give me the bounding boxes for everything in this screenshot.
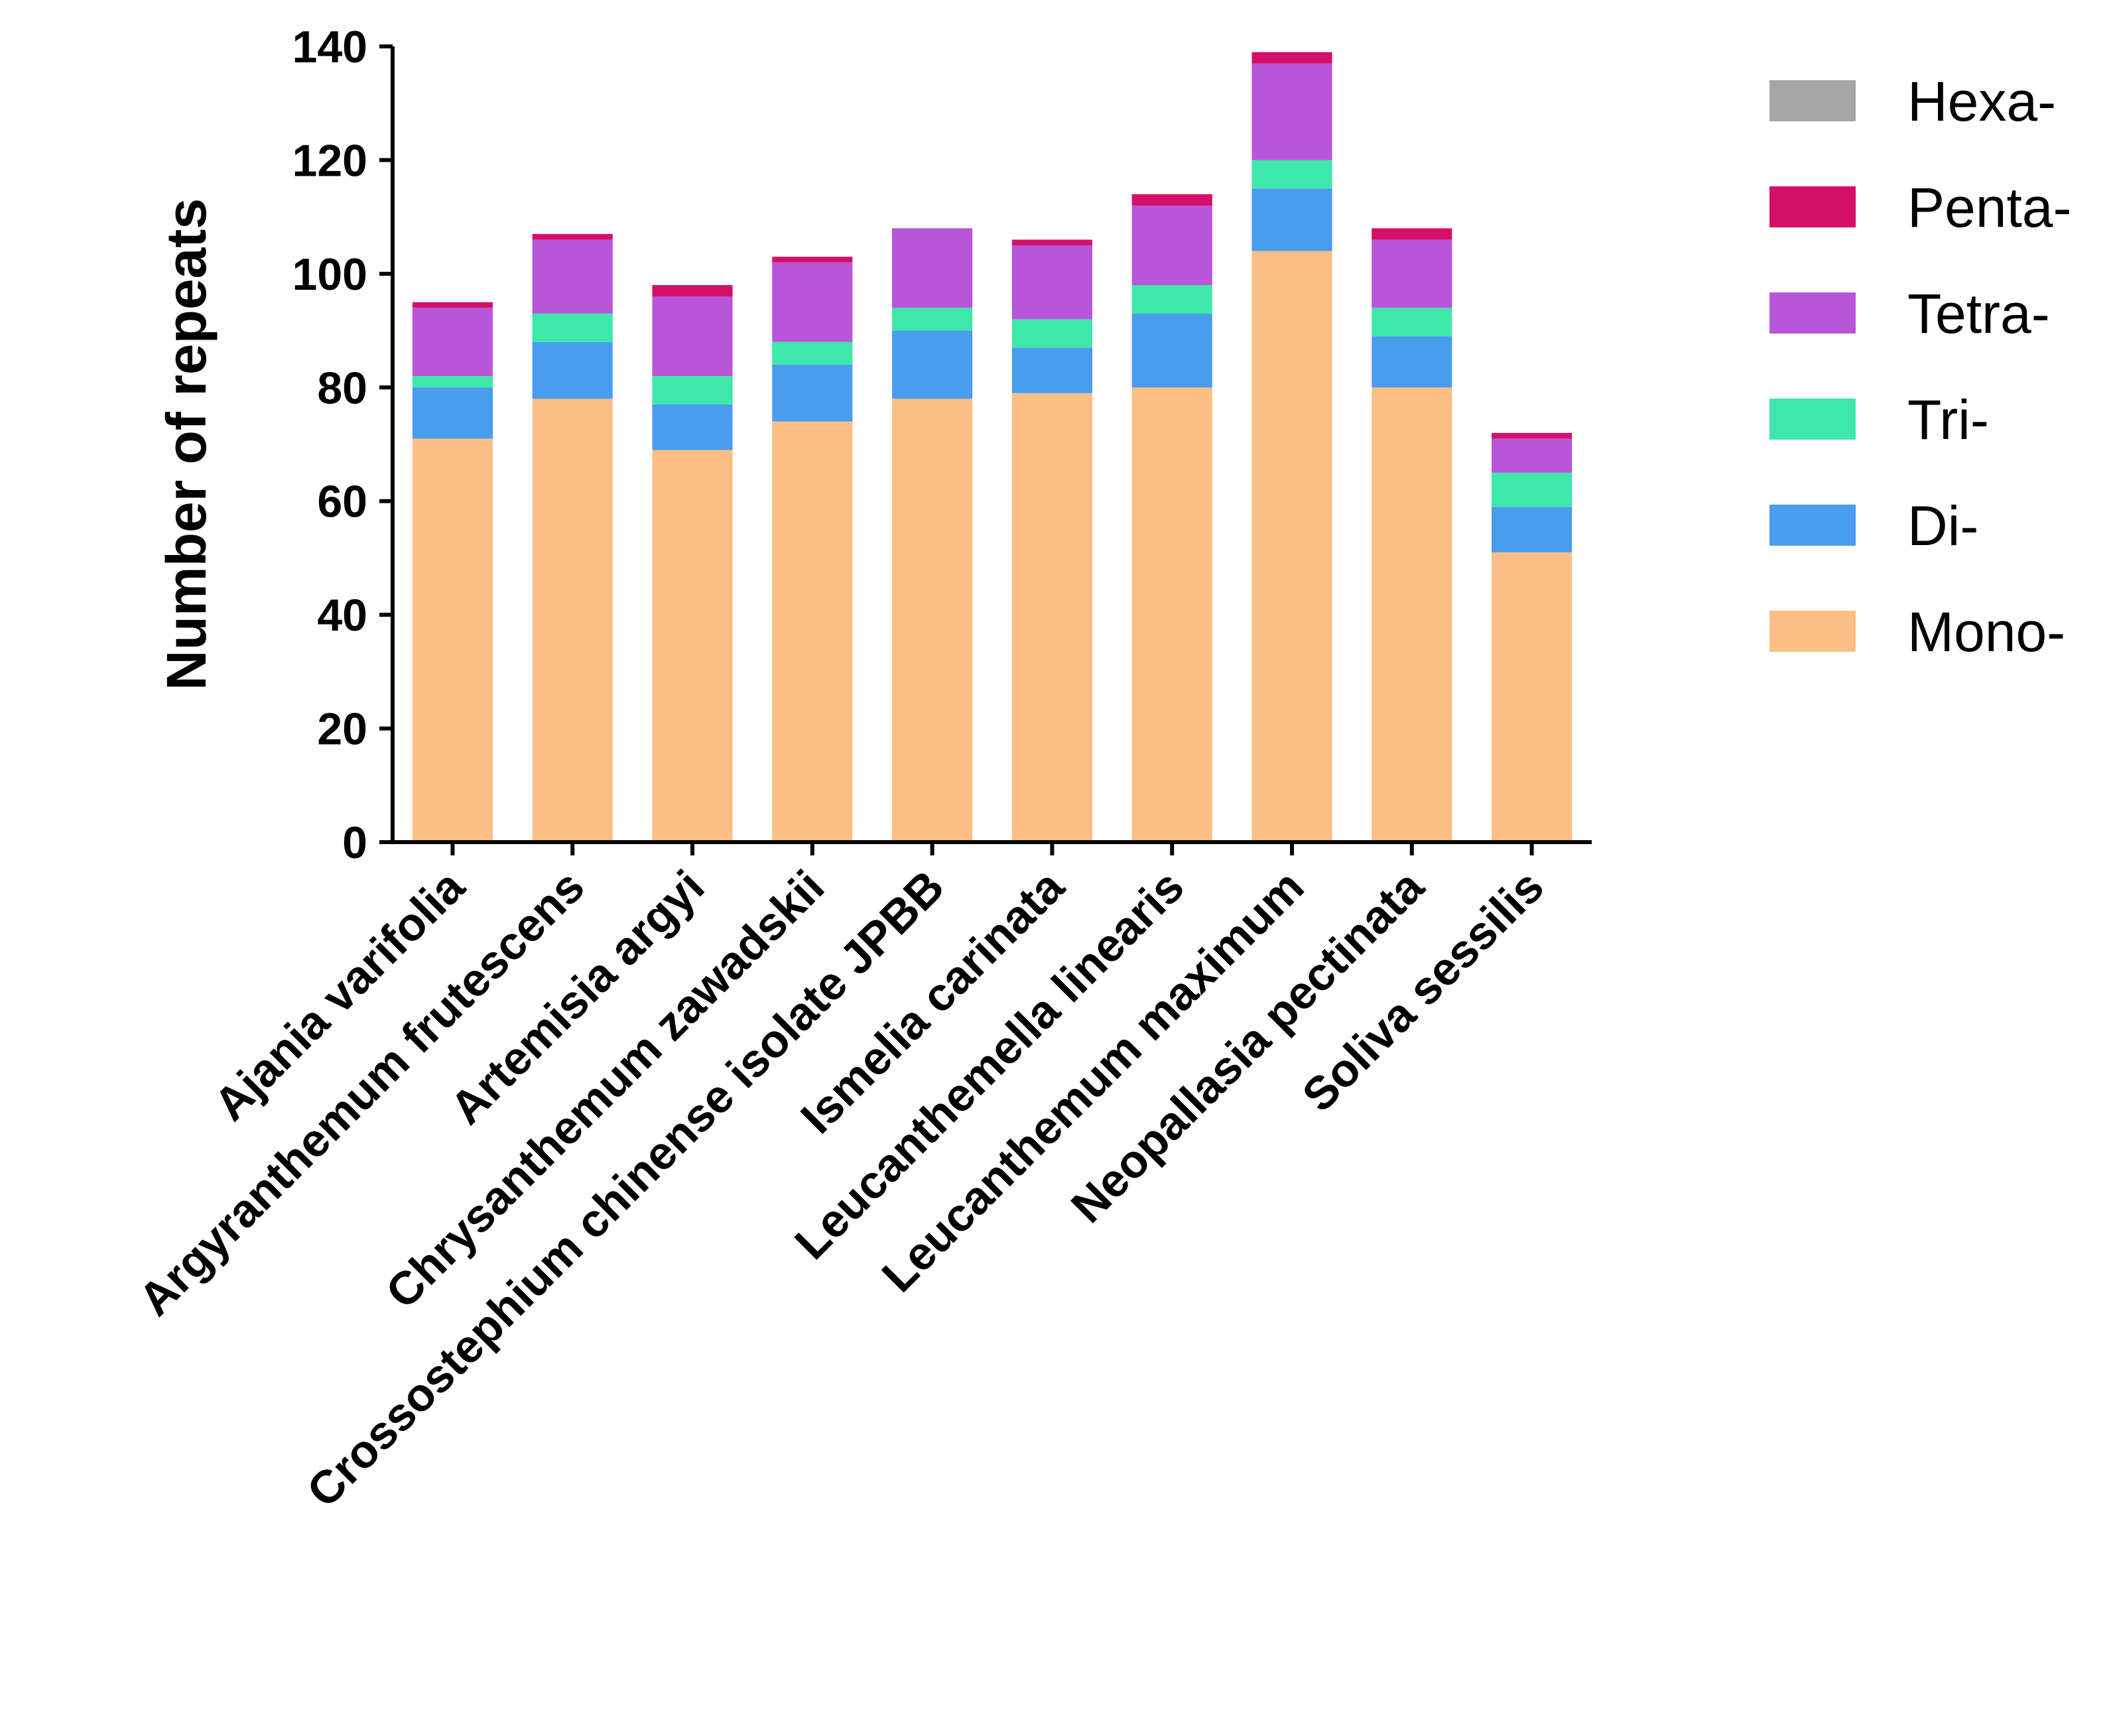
bar-di-5 (892, 330, 973, 399)
bar-mono-9 (1372, 387, 1452, 842)
legend-swatch-hexa (1769, 80, 1856, 121)
bar-mono-4 (772, 421, 853, 842)
bar-di-3 (652, 404, 733, 450)
bar-penta-2 (532, 233, 613, 240)
bar-di-9 (1372, 336, 1452, 388)
x-category-label: Chrysanthemum zawadskii (376, 860, 834, 1318)
bar-mono-6 (1011, 393, 1092, 842)
y-axis-title: Number of repeats (155, 198, 218, 690)
legend-swatch-mono (1769, 611, 1856, 652)
bar-di-2 (532, 341, 613, 399)
bar-tri-1 (412, 376, 493, 388)
bar-tri-6 (1011, 319, 1092, 348)
y-tick-label: 20 (317, 704, 367, 755)
bar-tetra-7 (1131, 206, 1212, 285)
bar-penta-6 (1011, 239, 1092, 245)
bar-tri-10 (1492, 472, 1572, 507)
bar-tri-2 (532, 313, 613, 342)
legend-label-penta: Penta- (1907, 176, 2072, 239)
y-tick-label: 140 (292, 22, 367, 72)
bars-layer (412, 52, 1572, 843)
y-tick-label: 0 (342, 818, 367, 868)
legend-swatch-tetra (1769, 292, 1856, 334)
bar-penta-3 (652, 285, 733, 297)
bar-penta-8 (1251, 52, 1332, 64)
y-tick-label: 60 (317, 477, 367, 527)
y-tick-label: 80 (317, 363, 367, 413)
bar-mono-7 (1131, 387, 1212, 842)
bar-tri-3 (652, 376, 733, 404)
bar-penta-1 (412, 302, 493, 308)
bar-mono-1 (412, 438, 493, 842)
legend: Hexa- Penta- Tetra- Tri- Di- Mono- (1769, 70, 2072, 663)
bar-tri-4 (772, 341, 853, 365)
legend-label-di: Di- (1907, 495, 1978, 557)
legend-label-hexa: Hexa- (1907, 70, 2056, 133)
legend-swatch-tri (1769, 399, 1856, 440)
bar-mono-3 (652, 450, 733, 842)
bar-tetra-4 (772, 262, 853, 342)
bar-tetra-8 (1251, 63, 1332, 160)
bar-tetra-1 (412, 308, 493, 377)
bar-tetra-2 (532, 239, 613, 314)
bar-tetra-6 (1011, 245, 1092, 320)
bar-penta-7 (1131, 194, 1212, 206)
bar-tetra-10 (1492, 438, 1572, 473)
bar-penta-9 (1372, 228, 1452, 240)
legend-swatch-di (1769, 505, 1856, 546)
legend-swatch-penta (1769, 186, 1856, 227)
legend-label-mono: Mono- (1907, 601, 2065, 663)
legend-label-tetra: Tetra- (1907, 282, 2050, 345)
bar-tetra-5 (892, 228, 973, 308)
axes-layer (391, 46, 1592, 844)
bar-di-6 (1011, 347, 1092, 393)
y-tick-label: 120 (292, 135, 367, 186)
bar-tetra-3 (652, 296, 733, 377)
bar-di-8 (1251, 188, 1332, 251)
bar-tri-8 (1251, 160, 1332, 189)
bar-di-4 (772, 365, 853, 422)
bar-penta-10 (1492, 432, 1572, 439)
bar-mono-8 (1251, 251, 1332, 843)
y-ticks-layer: 0 20 40 60 80 100 120 140 (292, 22, 393, 868)
bar-mono-5 (892, 399, 973, 842)
bar-mono-2 (532, 399, 613, 842)
y-tick-label: 40 (317, 590, 367, 641)
bar-tri-7 (1131, 285, 1212, 314)
bar-mono-10 (1492, 552, 1572, 842)
y-tick-label: 100 (292, 249, 367, 300)
bar-di-10 (1492, 507, 1572, 552)
bar-tetra-9 (1372, 239, 1452, 308)
bar-di-7 (1131, 313, 1212, 388)
bar-di-1 (412, 387, 493, 439)
bar-tri-5 (892, 308, 973, 331)
bar-tri-9 (1372, 308, 1452, 337)
bar-penta-4 (772, 257, 853, 263)
legend-label-tri: Tri- (1907, 389, 1989, 451)
